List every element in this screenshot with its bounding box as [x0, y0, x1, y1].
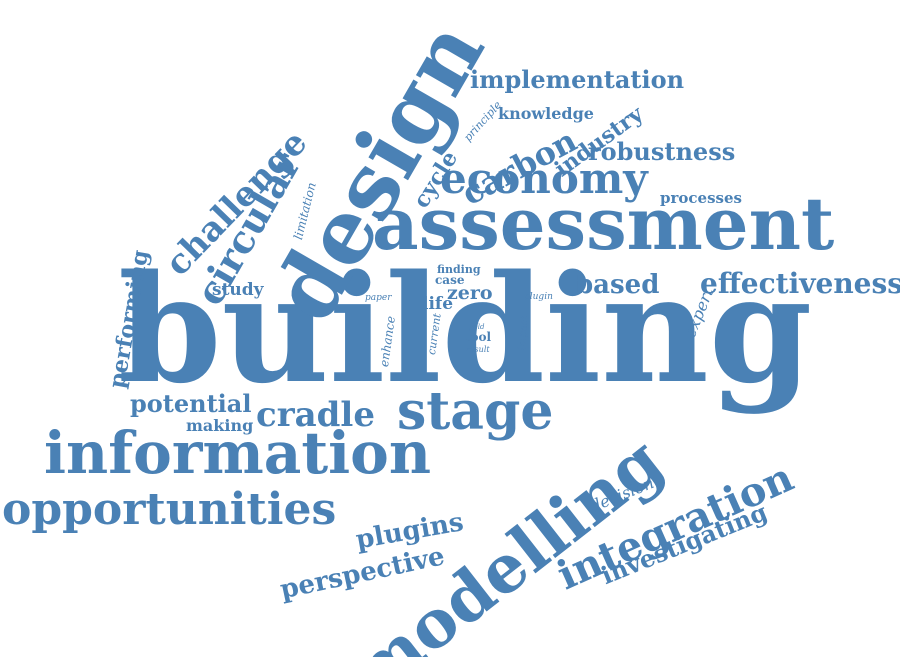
- word-field: field: [469, 324, 485, 331]
- word-paper: paper: [365, 294, 392, 303]
- word-knowledge: knowledge: [498, 106, 594, 122]
- word-making: making: [186, 418, 253, 434]
- word-cradle: cradle: [256, 398, 375, 432]
- word-processes: processes: [660, 191, 742, 206]
- word-case: case: [435, 274, 464, 286]
- word-potential: potential: [130, 392, 251, 416]
- word-stage: stage: [397, 386, 553, 438]
- word-opportunities: opportunities: [2, 488, 336, 532]
- word-effectiveness: effectiveness: [700, 270, 900, 298]
- word-implementation: implementation: [470, 68, 684, 92]
- word-plugin: plugin: [524, 293, 553, 302]
- word-based: based: [575, 272, 659, 298]
- word-life: life: [422, 296, 453, 313]
- word-result: result: [466, 346, 490, 354]
- word-study: study: [212, 282, 264, 299]
- word-tool: tool: [465, 331, 491, 343]
